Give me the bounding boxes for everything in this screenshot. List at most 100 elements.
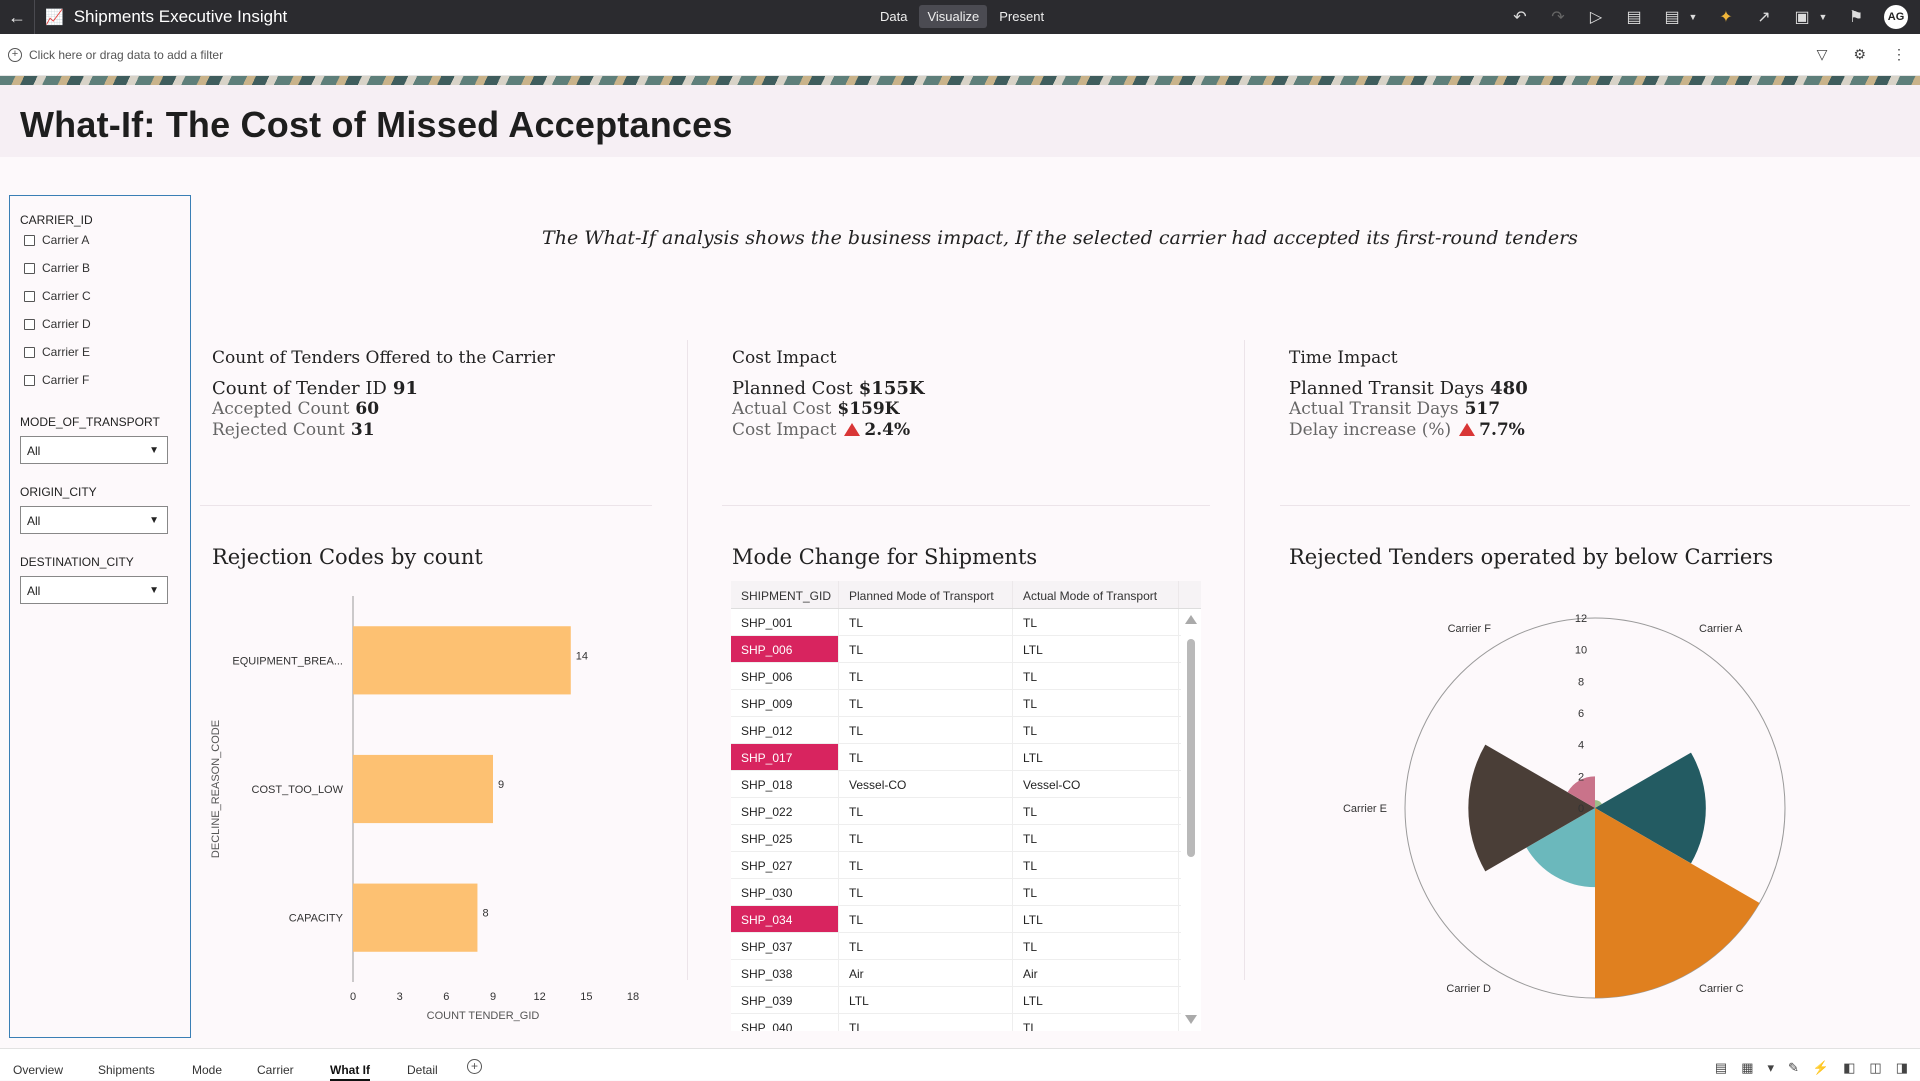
cell-planned-mode[interactable]: TL (839, 663, 1013, 689)
cell-actual-mode[interactable]: LTL (1013, 636, 1179, 662)
cell-shipment-id[interactable]: SHP_038 (731, 960, 839, 986)
cell-actual-mode[interactable]: TL (1013, 717, 1179, 743)
cell-planned-mode[interactable]: TL (839, 906, 1013, 932)
panel-right-icon[interactable]: ◨ (1895, 1060, 1908, 1075)
data-refresh-icon[interactable]: ▤ (1626, 9, 1642, 26)
checkbox-box[interactable] (24, 262, 35, 274)
cell-actual-mode[interactable]: TL (1013, 690, 1179, 716)
cell-shipment-id[interactable]: SHP_040 (731, 1014, 839, 1031)
table-row[interactable]: SHP_006 TL TL (731, 663, 1201, 690)
checkbox-box[interactable] (24, 374, 35, 386)
table-row[interactable]: SHP_025 TL TL (731, 825, 1201, 852)
cell-planned-mode[interactable]: Vessel-CO (839, 771, 1013, 797)
cell-planned-mode[interactable]: TL (839, 636, 1013, 662)
mode-visualize[interactable]: Visualize (919, 5, 988, 28)
cell-shipment-id[interactable]: SHP_006 (731, 636, 839, 662)
cell-shipment-id[interactable]: SHP_022 (731, 798, 839, 824)
tab-carrier[interactable]: Carrier (257, 1063, 294, 1077)
filter-icon[interactable]: ▽ (1816, 46, 1828, 62)
cell-planned-mode[interactable]: TL (839, 933, 1013, 959)
cell-planned-mode[interactable]: TL (839, 879, 1013, 905)
checkbox-carrier-e[interactable]: Carrier E (24, 345, 90, 359)
cell-planned-mode[interactable]: TL (839, 609, 1013, 635)
cell-shipment-id[interactable]: SHP_037 (731, 933, 839, 959)
save-dropdown-icon[interactable]: ▼ (1818, 12, 1828, 22)
cell-actual-mode[interactable]: TL (1013, 663, 1179, 689)
mode-select[interactable]: All ▼ (20, 436, 168, 464)
more-options-icon[interactable]: ⋮ (1892, 46, 1906, 62)
checkbox-carrier-b[interactable]: Carrier B (24, 261, 90, 275)
tab-shipments[interactable]: Shipments (98, 1063, 155, 1077)
page-layout-icon[interactable]: ▤ (1714, 1060, 1728, 1075)
scroll-thumb[interactable] (1187, 639, 1195, 857)
cell-planned-mode[interactable]: TL (839, 744, 1013, 770)
cell-shipment-id[interactable]: SHP_012 (731, 717, 839, 743)
comment-icon[interactable]: ▤ (1664, 9, 1680, 26)
cell-shipment-id[interactable]: SHP_018 (731, 771, 839, 797)
add-filter-hint[interactable]: Click here or drag data to add a filter (29, 47, 224, 62)
destination-select[interactable]: All ▼ (20, 576, 168, 604)
redo-icon[interactable]: ↷ (1551, 9, 1565, 26)
cell-planned-mode[interactable]: TL (839, 717, 1013, 743)
back-arrow-icon[interactable]: ← (8, 6, 26, 27)
settings-icon[interactable]: ⚙ (1853, 46, 1866, 62)
save-icon[interactable]: ▣ (1794, 9, 1810, 26)
column-header-actual-mode[interactable]: Actual Mode of Transport (1013, 581, 1179, 608)
comment-dropdown-icon[interactable]: ▼ (1688, 12, 1698, 22)
table-row[interactable]: SHP_037 TL TL (731, 933, 1201, 960)
tab-what-if[interactable]: What If (330, 1063, 370, 1081)
cell-actual-mode[interactable]: TL (1013, 1014, 1179, 1031)
cell-actual-mode[interactable]: Air (1013, 960, 1179, 986)
table-row[interactable]: SHP_017 TL LTL (731, 744, 1201, 771)
column-header-planned-mode[interactable]: Planned Mode of Transport (839, 581, 1013, 608)
table-row[interactable]: SHP_001 TL TL (731, 609, 1201, 636)
table-scrollbar[interactable] (1181, 609, 1201, 1031)
checkbox-carrier-c[interactable]: Carrier C (24, 289, 91, 303)
cell-actual-mode[interactable]: TL (1013, 933, 1179, 959)
caret-down-icon[interactable]: ▾ (1767, 1060, 1775, 1075)
cell-actual-mode[interactable]: Vessel-CO (1013, 771, 1179, 797)
auto-insights-icon[interactable]: ✦ (1719, 9, 1733, 26)
checkbox-carrier-a[interactable]: Carrier A (24, 233, 89, 247)
checkbox-carrier-d[interactable]: Carrier D (24, 317, 91, 331)
add-filter-icon[interactable]: + (8, 47, 22, 62)
table-row[interactable]: SHP_022 TL TL (731, 798, 1201, 825)
checkbox-box[interactable] (24, 290, 35, 302)
export-icon[interactable]: ↗ (1757, 9, 1771, 26)
cell-shipment-id[interactable]: SHP_027 (731, 852, 839, 878)
brush-icon[interactable]: ✎ (1788, 1060, 1799, 1075)
avatar[interactable]: AG (1884, 5, 1908, 29)
column-header-shipment[interactable]: SHIPMENT_GID (731, 581, 839, 608)
cell-planned-mode[interactable]: Air (839, 960, 1013, 986)
cell-shipment-id[interactable]: SHP_025 (731, 825, 839, 851)
cell-shipment-id[interactable]: SHP_006 (731, 663, 839, 689)
checkbox-box[interactable] (24, 318, 35, 330)
cell-shipment-id[interactable]: SHP_039 (731, 987, 839, 1013)
table-row[interactable]: SHP_009 TL TL (731, 690, 1201, 717)
cell-actual-mode[interactable]: LTL (1013, 744, 1179, 770)
tab-mode[interactable]: Mode (192, 1063, 223, 1077)
bookmark-icon[interactable]: ⚑ (1848, 9, 1864, 26)
cell-actual-mode[interactable]: LTL (1013, 987, 1179, 1013)
cell-planned-mode[interactable]: LTL (839, 987, 1013, 1013)
play-icon[interactable]: ▷ (1589, 9, 1603, 26)
table-row[interactable]: SHP_038 Air Air (731, 960, 1201, 987)
cell-shipment-id[interactable]: SHP_009 (731, 690, 839, 716)
mode-change-table[interactable]: SHIPMENT_GID Planned Mode of Transport A… (731, 581, 1201, 1031)
table-row[interactable]: SHP_012 TL TL (731, 717, 1201, 744)
table-row[interactable]: SHP_018 Vessel-CO Vessel-CO (731, 771, 1201, 798)
rejection-bar-chart[interactable]: EQUIPMENT_BREA... 14 COST_TOO_LOW 9 CAPACITY… (205, 590, 655, 1030)
cell-planned-mode[interactable]: TL (839, 690, 1013, 716)
table-row[interactable]: SHP_039 LTL LTL (731, 987, 1201, 1014)
checkbox-carrier-f[interactable]: Carrier F (24, 373, 89, 387)
cell-planned-mode[interactable]: TL (839, 852, 1013, 878)
add-canvas-icon[interactable]: + (467, 1059, 482, 1074)
cell-actual-mode[interactable]: TL (1013, 825, 1179, 851)
checkbox-box[interactable] (24, 234, 35, 246)
panel-left-icon[interactable]: ◧ (1843, 1060, 1856, 1075)
cell-planned-mode[interactable]: TL (839, 798, 1013, 824)
cell-actual-mode[interactable]: LTL (1013, 906, 1179, 932)
mode-present[interactable]: Present (999, 9, 1045, 24)
cell-shipment-id[interactable]: SHP_030 (731, 879, 839, 905)
